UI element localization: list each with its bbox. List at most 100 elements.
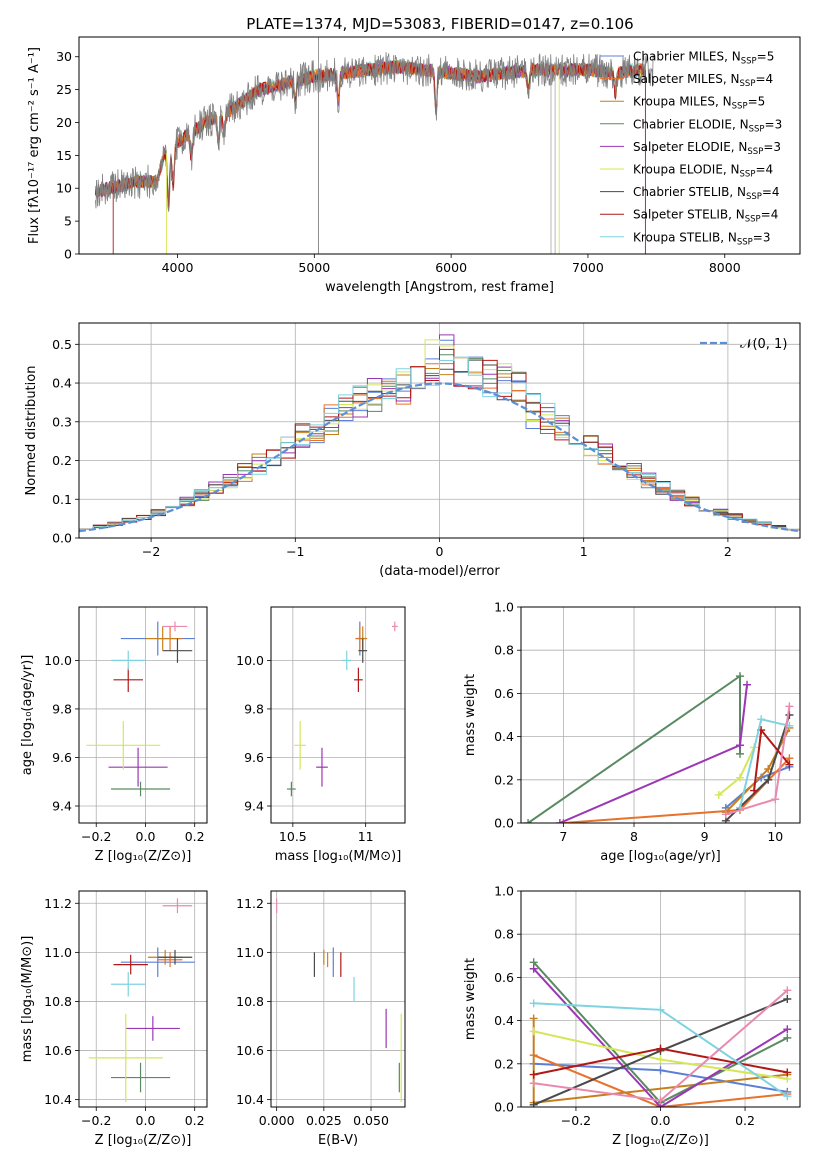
y-tick-label: 25 xyxy=(56,82,72,97)
x-axis-label: E(B-V) xyxy=(318,1133,358,1148)
x-tick-label: 0.2 xyxy=(185,829,205,844)
y-tick-label: 10.6 xyxy=(44,1043,72,1058)
panel-age_vs_mass: 10.5 11 9.4 9.6 9.8 10.0 mass [log₁₀(M/M⊙)] xyxy=(236,606,406,864)
y-tick-label: 9.4 xyxy=(52,799,72,814)
x-tick-label: 0 xyxy=(436,544,444,559)
x-axis-label: wavelength [Angstrom, rest frame] xyxy=(325,280,554,295)
weight-series xyxy=(559,684,748,823)
legend-label: Salpeter MILES, NSSP=4 xyxy=(633,72,773,89)
weight-marker xyxy=(656,1044,665,1053)
legend-suffix: =5 xyxy=(757,50,775,64)
panels: 4000 5000 6000 7000 8000051015202530waveleng… xyxy=(20,36,801,1148)
weight-marker xyxy=(529,1100,538,1107)
y-axis-label: mass weight xyxy=(463,674,478,756)
legend-suffix: =4 xyxy=(762,185,780,199)
panel-age_vs_Z: −0.2 0.0 0.2 9.4 9.6 9.8 10.0 Z [log₁₀(Z/Z⊙)] ag… xyxy=(20,606,208,864)
weight-marker xyxy=(529,1079,538,1088)
weight-marker xyxy=(656,1066,665,1075)
x-tick-label: 8000 xyxy=(709,260,741,275)
x-axis-label: age [log₁₀(age/yr)] xyxy=(600,849,721,864)
x-tick-label: −0.2 xyxy=(81,829,111,844)
weight-marker xyxy=(735,773,744,782)
weight-marker xyxy=(555,819,564,823)
weight-marker xyxy=(529,1014,538,1023)
x-axis-label: Z [log₁₀(Z/Z⊙)] xyxy=(612,1133,709,1148)
weight-marker xyxy=(735,672,744,681)
y-tick-label: 0.5 xyxy=(52,337,72,352)
weight-marker xyxy=(783,1033,792,1042)
spectrum-series xyxy=(95,52,654,212)
y-tick-label: 0.6 xyxy=(494,970,514,985)
legend-label: 𝒩(0, 1) xyxy=(740,337,787,352)
x-tick-label: 0.2 xyxy=(735,1113,755,1128)
weight-marker xyxy=(529,1070,538,1079)
weight-marker xyxy=(783,1025,792,1034)
axes-frame xyxy=(270,606,406,824)
y-tick-label: 0.6 xyxy=(494,686,514,701)
weight-marker xyxy=(559,819,568,823)
y-tick-label: 30 xyxy=(56,49,72,64)
x-axis-label: mass [log₁₀(M/M⊙)] xyxy=(275,849,402,864)
y-tick-label: 10.6 xyxy=(236,1043,264,1058)
legend-label: Chabrier MILES, NSSP=5 xyxy=(633,50,774,67)
plot-area xyxy=(88,898,195,1103)
axes-frame xyxy=(78,322,801,539)
weight-marker xyxy=(721,810,730,819)
legend-label: Salpeter ELODIE, NSSP=3 xyxy=(633,140,781,157)
y-tick-label: 9.6 xyxy=(52,750,72,765)
x-tick-label: 4000 xyxy=(162,260,194,275)
x-tick-label: −0.2 xyxy=(561,1113,591,1128)
x-tick-label: 5000 xyxy=(298,260,330,275)
x-tick-label: 11 xyxy=(358,829,374,844)
legend-subscript: SSP xyxy=(749,124,765,134)
y-tick-label: 0.3 xyxy=(52,414,72,429)
weight-series xyxy=(533,1054,788,1107)
x-tick-label: −0.2 xyxy=(81,1113,111,1128)
weight-marker xyxy=(771,795,780,804)
weight-marker xyxy=(750,786,759,795)
weight-marker xyxy=(529,1027,538,1036)
x-tick-label: 8 xyxy=(630,829,638,844)
weight-marker xyxy=(524,819,533,823)
y-tick-label: 0.2 xyxy=(494,1056,514,1071)
x-tick-label: 0.0 xyxy=(136,829,156,844)
figure-title: PLATE=1374, MJD=53083, FIBERID=0147, z=0… xyxy=(246,15,633,33)
y-tick-label: 11.0 xyxy=(44,945,72,960)
y-tick-label: 0.4 xyxy=(494,1013,514,1028)
legend-suffix: =4 xyxy=(755,163,773,177)
histogram-legend: 𝒩(0, 1) xyxy=(700,337,787,352)
y-tick-label: 10.8 xyxy=(236,994,264,1009)
normal-curve xyxy=(79,382,800,533)
y-tick-label: 0.8 xyxy=(494,643,514,658)
y-tick-label: 10 xyxy=(56,181,72,196)
legend-subscript: SSP xyxy=(746,192,762,202)
spectrum-legend: Chabrier MILES, NSSP=5 Salpeter MILES, NS… xyxy=(600,50,783,247)
x-tick-label: 10 xyxy=(767,829,783,844)
x-tick-label: 7 xyxy=(559,829,567,844)
legend-suffix: =5 xyxy=(748,95,766,109)
y-tick-label: 9.8 xyxy=(244,701,264,716)
y-tick-label: 0.2 xyxy=(52,453,72,468)
y-tick-label: 9.4 xyxy=(244,799,264,814)
weight-marker xyxy=(529,999,538,1008)
x-tick-label: 2 xyxy=(724,544,732,559)
panel-weight_vs_Z: −0.2 0.0 0.2 0.0 0.2 0.4 0.6 0.8 1.0 Z [log₁₀(Z/Z… xyxy=(463,884,801,1148)
y-tick-label: 10.0 xyxy=(236,653,264,668)
y-axis-label: mass [log₁₀(M/M⊙)] xyxy=(20,936,35,1063)
y-tick-label: 9.6 xyxy=(244,750,264,765)
legend-suffix: =3 xyxy=(765,117,783,131)
x-tick-label: 7000 xyxy=(572,260,604,275)
weight-marker xyxy=(735,741,744,750)
plot-area xyxy=(276,898,402,1103)
panel-mass_vs_ebv: 0.000 0.025 0.050 10.4 10.6 10.8 11.0 11.2 E(B-V… xyxy=(236,890,406,1148)
weight-marker xyxy=(757,715,766,724)
y-tick-label: 0 xyxy=(64,247,72,262)
axes-frame xyxy=(78,890,208,1108)
legend-subscript: SSP xyxy=(740,170,756,180)
y-tick-label: 0.0 xyxy=(494,1100,514,1115)
weight-marker xyxy=(783,995,792,1003)
panel-residuals: −2 −1 0 1 2 0.0 0.1 0.2 0.3 0.4 0.5 (data-model)/er… xyxy=(24,322,801,579)
weight-marker xyxy=(529,964,538,973)
y-axis-label: age [log₁₀(age/yr)] xyxy=(20,655,35,776)
